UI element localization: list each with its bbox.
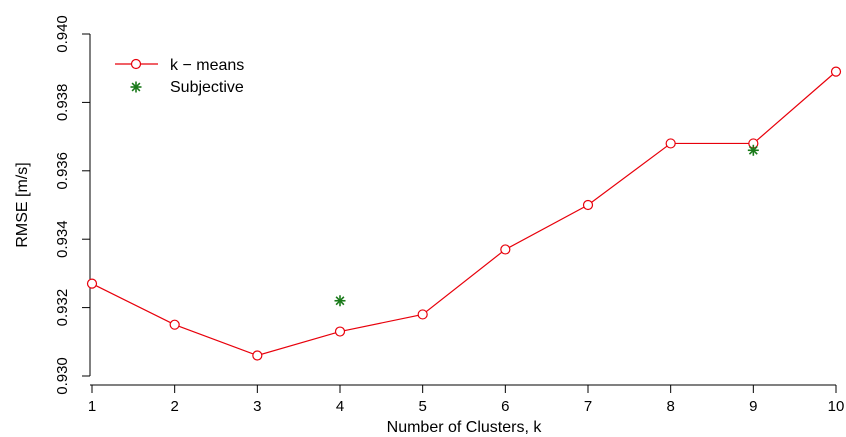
legend-subjective-label: Subjective [170,79,244,96]
subjective-point [747,144,759,156]
legend: k − means Subjective [115,57,244,96]
x-tick-label: 4 [336,398,344,415]
legend-subjective-asterisk-icon [130,81,142,93]
x-tick-label: 1 [88,398,96,415]
x-tick-label: 7 [584,398,592,415]
legend-kmeans-label: k − means [170,57,244,74]
x-axis-label: Number of Clusters, k [387,419,543,436]
kmeans-point [500,244,511,255]
legend-asterisk [130,81,142,93]
kmeans-point [582,199,594,211]
y-tick-label: 0.930 [54,357,71,395]
kmeans-point [169,319,180,330]
x-tick-label: 5 [418,398,426,415]
kmeans-point [334,326,346,337]
y-tick-label: 0.934 [54,220,71,258]
y-tick-label: 0.932 [54,289,71,327]
kmeans-point [417,309,428,320]
x-tick-label: 9 [749,398,757,415]
y-ticks: 0.930 0.932 0.934 0.936 0.938 0.940 [54,15,90,395]
subjective-point [334,295,346,307]
y-tick-label: 0.936 [54,152,71,190]
kmeans-point [252,350,263,361]
kmeans-point [665,138,676,149]
y-axis-label: RMSE [m/s] [14,162,31,247]
kmeans-point [86,278,98,289]
legend-kmeans-circle-icon [130,58,142,70]
x-tick-label: 10 [828,398,845,415]
x-tick-label: 8 [666,398,674,415]
axes [89,34,836,386]
x-tick-label: 2 [170,398,178,415]
y-tick-label: 0.940 [54,15,71,53]
x-ticks: 1 2 3 4 5 6 7 8 9 10 [88,385,845,415]
series-layer [86,66,842,361]
series-kmeans-line [91,71,837,357]
y-tick-label: 0.938 [54,84,71,122]
x-tick-label: 3 [253,398,261,415]
x-tick-label: 6 [501,398,509,415]
kmeans-point [830,66,842,77]
